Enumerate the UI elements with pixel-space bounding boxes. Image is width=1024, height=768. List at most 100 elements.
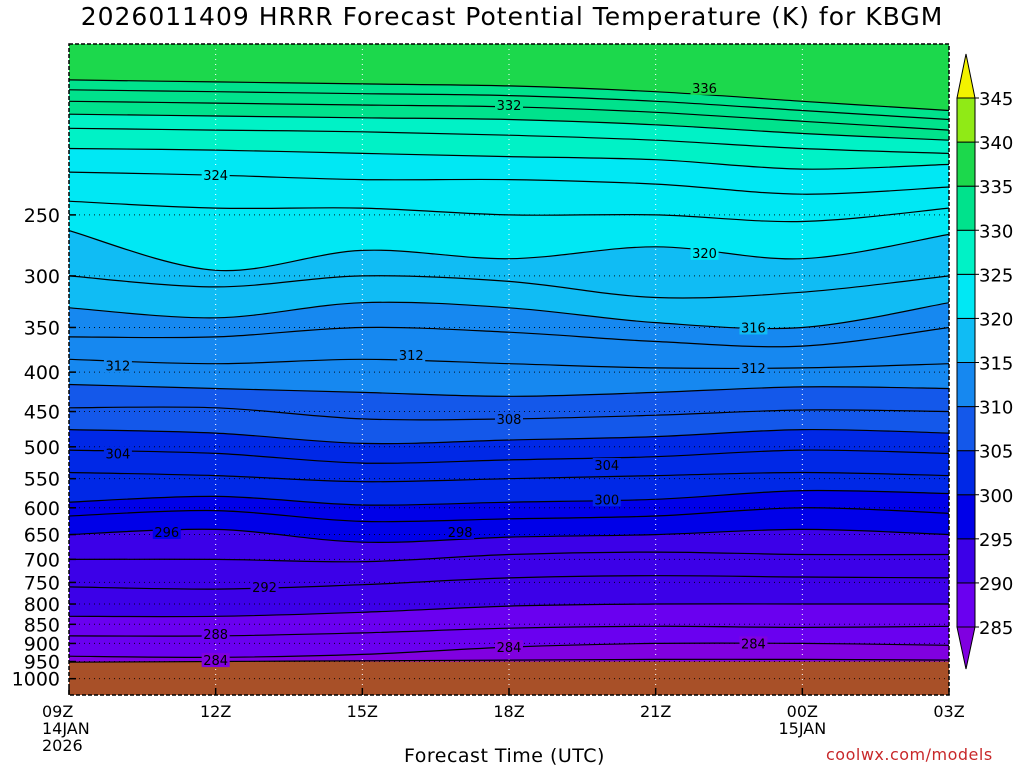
isentrope-290 <box>69 603 949 618</box>
x-tick-label: 09Z <box>42 702 73 721</box>
isentrope-318 <box>69 275 949 299</box>
x-tick-label: 18Z <box>493 702 524 721</box>
contour-label-text: 324 <box>203 169 228 184</box>
contour-label-bg <box>592 458 621 473</box>
contour-label-text: 320 <box>692 247 717 262</box>
colorbar-box <box>956 273 976 319</box>
isentrope-316 <box>69 301 949 330</box>
isentrope-304 <box>69 449 949 464</box>
contour-label-2: 292 <box>250 579 279 596</box>
contour-label-16: 336 <box>690 80 719 97</box>
contour-label-0: 284 <box>201 653 230 669</box>
contour-label-text: 288 <box>203 628 228 643</box>
colorbar-box <box>956 494 976 540</box>
contour-label-bg <box>690 245 719 260</box>
isentrope-300 <box>69 489 949 506</box>
x-tick-label: 21Z <box>640 702 671 721</box>
contour-label-3: 296 <box>152 524 181 541</box>
colorbar-label: 295 <box>979 530 1013 551</box>
contour-label-15: 332 <box>495 97 523 114</box>
contour-label-bg <box>250 579 279 594</box>
contour-label-text: 304 <box>105 447 130 462</box>
contour-label-17: 284 <box>495 640 523 656</box>
colorbar-label: 310 <box>979 398 1013 419</box>
contour-label-text: 284 <box>497 641 522 656</box>
isentrope-298 <box>69 507 949 523</box>
colorbar-label: 290 <box>979 574 1013 595</box>
colorbar-label: 315 <box>979 354 1013 375</box>
y-tick-label: 650 <box>24 525 60 547</box>
colorbar-label: 285 <box>979 618 1013 639</box>
y-tick-label: 300 <box>24 266 60 288</box>
contour-label-text: 292 <box>252 581 277 596</box>
contour-label-bg <box>739 636 768 651</box>
contour-label-bg <box>495 640 523 655</box>
contour-label-7: 304 <box>592 458 621 474</box>
y-tick-label: 850 <box>24 614 60 636</box>
contour-label-bg <box>201 168 230 183</box>
y-tick-label: 800 <box>24 594 60 616</box>
contour-label-text: 304 <box>594 459 619 474</box>
x-tick-label: 12Z <box>200 702 231 721</box>
contour-label-bg <box>495 411 523 426</box>
y-tick-label: 700 <box>24 549 60 571</box>
isentrope-322 <box>69 200 949 223</box>
y-tick-label: 400 <box>24 362 60 384</box>
contour-label-6: 304 <box>103 446 132 462</box>
contour-label-9: 312 <box>103 358 132 374</box>
chart-title: 2026011409 HRRR Forecast Potential Tempe… <box>80 2 944 31</box>
contour-label-text: 332 <box>497 99 522 114</box>
y-tick-label: 550 <box>24 469 60 491</box>
contour-label-14: 324 <box>201 168 230 184</box>
colorbar-box <box>956 141 976 187</box>
colorbar-box <box>956 582 976 628</box>
contour-label-1: 288 <box>201 627 230 643</box>
x-tick-label: 15Z <box>347 702 378 721</box>
contour-label-18: 284 <box>739 636 768 652</box>
isentrope-302 <box>69 471 949 483</box>
contour-label-bg <box>201 653 230 668</box>
contour-label-10: 312 <box>397 347 426 364</box>
contour-label-bg <box>690 80 719 95</box>
isentrope-306 <box>69 428 949 445</box>
isentrope-310 <box>69 383 949 397</box>
contour-label-text: 298 <box>448 526 473 541</box>
y-axis: 2503003504004505005506006507007508008509… <box>12 205 76 691</box>
x-tick-label: 03Z <box>933 702 964 721</box>
colorbar-box <box>956 362 976 408</box>
colorbar-top-arrow <box>956 53 976 99</box>
contour-label-text: 312 <box>741 362 766 377</box>
isentrope-320 <box>69 230 949 272</box>
credit-text: coolwx.com/models <box>826 745 993 764</box>
isentrope-330 <box>69 113 949 141</box>
contour-label-bg <box>152 524 181 539</box>
y-tick-label: 900 <box>24 633 60 655</box>
x-tick-label: 2026 <box>42 736 83 755</box>
colorbar-box <box>956 229 976 275</box>
contour-label-bg <box>739 360 768 375</box>
contour-label-bg <box>739 320 768 335</box>
colorbar-label: 300 <box>979 486 1013 507</box>
isentrope-336 <box>69 79 949 112</box>
contour-label-text: 296 <box>154 526 179 541</box>
x-tick-label: 15JAN <box>778 719 826 738</box>
colorbar-box <box>956 185 976 231</box>
y-tick-label: 450 <box>24 402 60 424</box>
isentrope-328 <box>69 127 949 154</box>
isentrope-334 <box>69 89 949 121</box>
colorbar-box <box>956 317 976 363</box>
colorbar-label: 330 <box>979 221 1013 242</box>
isentrope-292 <box>69 575 949 590</box>
y-tick-label: 350 <box>24 317 60 339</box>
contour-label-bg <box>201 627 230 642</box>
colorbar-box <box>956 97 976 143</box>
contour-label-bg <box>446 524 475 539</box>
contour-label-text: 284 <box>741 637 766 652</box>
colorbar: 285 290 295 300 305 310 315 320 325 330 335 340 345 <box>956 53 1013 670</box>
contour-label-8: 308 <box>495 411 523 428</box>
contour-label-bg <box>397 347 426 362</box>
band-theta-336 <box>69 44 949 111</box>
x-tick-label: 00Z <box>787 702 818 721</box>
colorbar-label: 335 <box>979 177 1013 198</box>
